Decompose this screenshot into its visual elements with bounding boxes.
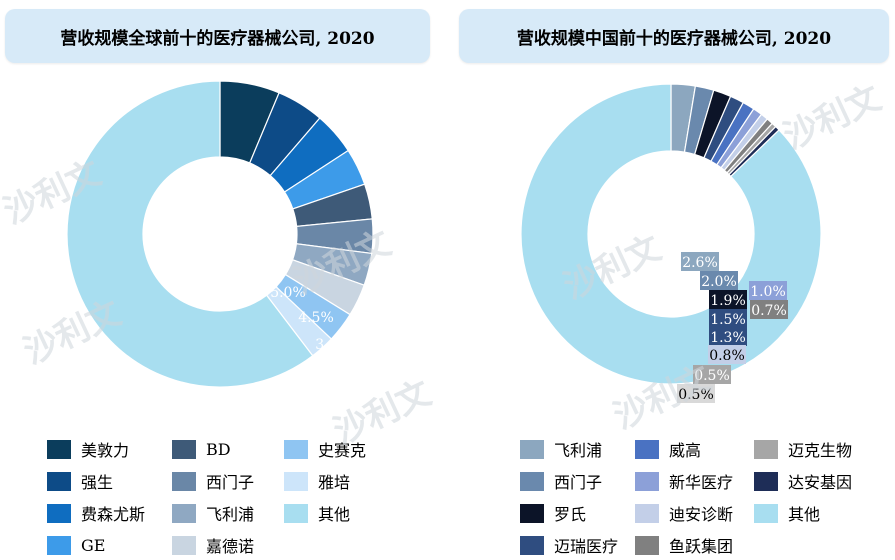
legend-label: 雅培: [318, 473, 351, 492]
legend-china: 飞利浦西门子罗氏迈瑞医疗 威高新华医疗迪安诊断鱼跃集团 迈克生物达安基因其他: [520, 437, 874, 557]
legend-swatch: [284, 471, 308, 491]
donut-slice-10: [66, 80, 314, 388]
legend-swatch: [172, 503, 196, 523]
legend-item: 其他: [754, 501, 874, 525]
legend-item: 雅培: [284, 469, 384, 493]
data-label: 1.9%: [710, 293, 746, 309]
legend-label: 新华医疗: [669, 473, 734, 492]
legend-item: 达安基因: [754, 469, 874, 493]
data-label-box: [681, 252, 719, 271]
legend-swatch: [172, 535, 196, 555]
data-label-box: [709, 290, 747, 309]
legend-label: 飞利浦: [206, 505, 255, 524]
legend-swatch: [635, 439, 659, 459]
data-label: 1.0%: [750, 284, 786, 300]
legend-label: 其他: [318, 505, 351, 524]
legend-item: 飞利浦: [172, 501, 284, 525]
donut-chart-global: 6.3%5.0%4.5%3.9%3.7%3.6%3.4%3.4%3.2%2.6%…: [66, 80, 374, 413]
legend-label: GE: [81, 535, 106, 555]
legend-item: 费森尤斯: [47, 501, 172, 525]
legend-item: 新华医疗: [635, 469, 754, 493]
legend-swatch: [754, 439, 778, 459]
legend-swatch: [635, 503, 659, 523]
data-label-box: [750, 300, 788, 319]
legend-item: 飞利浦: [520, 437, 635, 461]
legend-swatch: [635, 535, 659, 555]
legend-label: 西门子: [554, 473, 603, 492]
legend-label: 鱼跃集团: [669, 537, 734, 556]
legend-item: 罗氏: [520, 501, 635, 525]
legend-label: 迈克生物: [788, 441, 853, 460]
legend-label: 强生: [81, 473, 114, 492]
data-label: 0.8%: [709, 348, 745, 364]
legend-swatch: [520, 503, 544, 523]
data-label: 2.0%: [701, 274, 737, 290]
legend-item: BD: [172, 437, 284, 461]
data-label: 0.5%: [678, 387, 714, 403]
data-label-box: [708, 345, 746, 364]
legend-swatch: [172, 471, 196, 491]
legend-item: 美敦力: [47, 437, 172, 461]
data-label: 6.3%: [228, 262, 264, 278]
legend-swatch: [754, 503, 778, 523]
legend-item: 威高: [635, 437, 754, 461]
chart-title-global: 营收规模全球前十的医疗器械公司, 2020: [5, 9, 430, 63]
legend-swatch: [635, 471, 659, 491]
legend-label: 其他: [788, 505, 821, 524]
legend-label: 美敦力: [81, 441, 130, 460]
legend-label: 迈瑞医疗: [554, 537, 619, 556]
legend-item: 西门子: [172, 469, 284, 493]
legend-global: 美敦力强生费森尤斯 GE BD 西门子飞利浦嘉德诺 史赛克雅培其他: [47, 437, 384, 557]
legend-swatch: [47, 471, 71, 491]
legend-swatch: [520, 535, 544, 555]
legend-label: 威高: [669, 441, 702, 460]
legend-item: 迈瑞医疗: [520, 533, 635, 557]
legend-label: 西门子: [206, 473, 255, 492]
data-label: 4.5%: [298, 310, 334, 326]
data-label-box: [677, 384, 715, 403]
legend-item: 鱼跃集团: [635, 533, 754, 557]
legend-swatch: [520, 471, 544, 491]
legend-swatch: [284, 503, 308, 523]
legend-label: 迪安诊断: [669, 505, 734, 524]
data-label: 3.9%: [315, 337, 351, 353]
legend-item: 迪安诊断: [635, 501, 754, 525]
data-label-box: [709, 327, 747, 346]
legend-label: 达安基因: [788, 473, 853, 492]
legend-swatch: [172, 439, 196, 459]
legend-item: 强生: [47, 469, 172, 493]
data-label-box: [700, 271, 738, 290]
data-label: 5.0%: [270, 285, 306, 301]
donut-chart-china: 2.6% 2.0% 1.9% 1.5% 1.3% 1.0% 0.8% 0.7% 0.5% 0.5%…: [520, 83, 822, 403]
data-label: 3.7%: [327, 367, 363, 383]
legend-swatch: [284, 439, 308, 459]
data-label-box: [693, 365, 731, 384]
data-label: 1.3%: [710, 330, 746, 346]
data-label-box: [749, 281, 787, 300]
data-label: 0.7%: [751, 303, 787, 319]
chart-title-china: 营收规模中国前十的医疗器械公司, 2020: [459, 9, 889, 63]
legend-item: 嘉德诺: [172, 533, 284, 557]
legend-swatch: [754, 471, 778, 491]
data-label: 0.5%: [694, 368, 730, 384]
legend-label: 罗氏: [554, 505, 587, 524]
legend-label: 飞利浦: [554, 441, 603, 460]
legend-item: 西门子: [520, 469, 635, 493]
legend-label: 史赛克: [318, 441, 367, 460]
legend-item: 其他: [284, 501, 384, 525]
data-label-box: [709, 309, 747, 328]
legend-label: 费森尤斯: [81, 505, 146, 524]
legend-label: BD: [206, 439, 231, 459]
legend-swatch: [47, 503, 71, 523]
legend-item: GE: [47, 533, 172, 557]
legend-label: 嘉德诺: [206, 537, 255, 556]
data-label: 1.5%: [710, 312, 746, 328]
legend-item: 史赛克: [284, 437, 384, 461]
legend-swatch: [47, 439, 71, 459]
legend-item: 迈克生物: [754, 437, 874, 461]
data-label: 2.6%: [682, 255, 718, 271]
data-label: 3.6%: [332, 397, 368, 413]
legend-swatch: [520, 439, 544, 459]
legend-swatch: [47, 535, 71, 555]
